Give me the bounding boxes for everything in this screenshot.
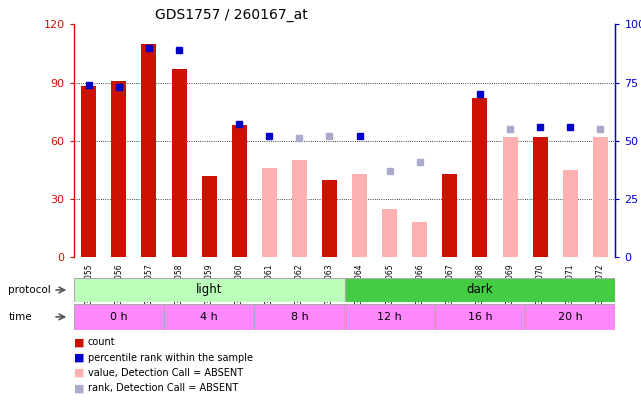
Text: value, Detection Call = ABSENT: value, Detection Call = ABSENT [88, 368, 243, 378]
Text: 16 h: 16 h [468, 312, 492, 322]
Text: rank, Detection Call = ABSENT: rank, Detection Call = ABSENT [88, 384, 238, 393]
Text: count: count [88, 337, 115, 347]
Text: 0 h: 0 h [110, 312, 128, 322]
Bar [142, 44, 156, 257]
Bar [412, 222, 428, 257]
Text: GDS1757 / 260167_at: GDS1757 / 260167_at [155, 8, 308, 22]
Text: dark: dark [467, 284, 494, 296]
Bar [112, 81, 126, 257]
Bar [525, 304, 615, 330]
Bar [292, 160, 307, 257]
Bar [164, 304, 254, 330]
Text: ■: ■ [74, 337, 84, 347]
Bar [74, 278, 345, 302]
Bar [442, 174, 458, 257]
Text: 8 h: 8 h [290, 312, 308, 322]
Bar [382, 209, 397, 257]
Text: ■: ■ [74, 368, 84, 378]
Text: 20 h: 20 h [558, 312, 583, 322]
Bar [533, 137, 547, 257]
Bar [593, 137, 608, 257]
Bar [435, 304, 525, 330]
Bar [345, 304, 435, 330]
Text: 4 h: 4 h [200, 312, 218, 322]
Text: time: time [8, 312, 32, 322]
Bar [563, 170, 578, 257]
Text: ■: ■ [74, 353, 84, 362]
Bar [74, 304, 164, 330]
Bar [172, 69, 187, 257]
Text: 12 h: 12 h [378, 312, 402, 322]
Bar [231, 125, 247, 257]
Bar [322, 179, 337, 257]
Bar [81, 86, 96, 257]
Bar [262, 168, 277, 257]
Bar [345, 278, 615, 302]
Bar [503, 137, 517, 257]
Bar [472, 98, 487, 257]
Bar [202, 176, 217, 257]
Text: light: light [196, 284, 222, 296]
Text: protocol: protocol [8, 285, 51, 295]
Bar [352, 174, 367, 257]
Text: ■: ■ [74, 384, 84, 393]
Bar [254, 304, 345, 330]
Text: percentile rank within the sample: percentile rank within the sample [88, 353, 253, 362]
